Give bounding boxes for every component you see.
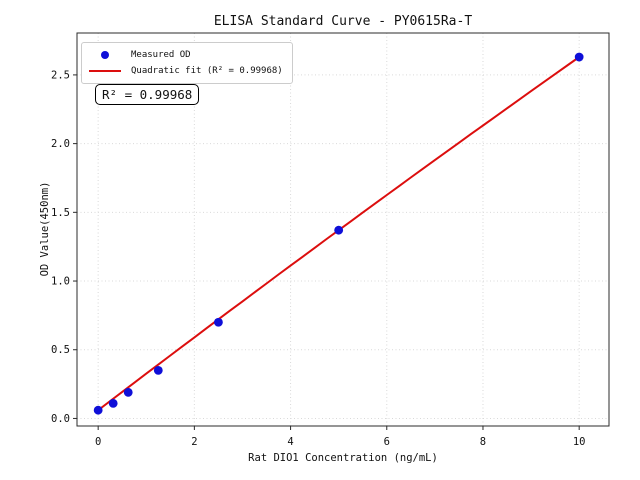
data-point: [93, 405, 103, 415]
data-point: [153, 365, 163, 375]
x-tick-label: 6: [384, 436, 390, 448]
x-tick-label: 2: [191, 436, 197, 448]
legend: Measured OD Quadratic fit (R² = 0.99968): [81, 42, 293, 84]
legend-marker-area: [88, 70, 122, 72]
data-point: [334, 225, 344, 235]
data-point: [123, 387, 133, 397]
chart-title: ELISA Standard Curve - PY0615Ra-T: [213, 14, 473, 29]
quadratic-fit-line-icon: [89, 70, 121, 72]
x-tick-label: 8: [480, 436, 486, 448]
y-tick-label: 0.5: [51, 344, 70, 356]
x-tick-label: 4: [287, 436, 293, 448]
r-squared-annotation: R² = 0.99968: [95, 84, 200, 105]
measured-od-marker-icon: [101, 51, 109, 59]
y-tick-label: 0.0: [51, 413, 70, 425]
legend-label-quadratic-fit: Quadratic fit (R² = 0.99968): [131, 66, 283, 76]
data-point: [214, 317, 223, 327]
plot-border: [76, 32, 610, 427]
legend-marker-area: [88, 51, 122, 59]
legend-entry-quadratic-fit: Quadratic fit (R² = 0.99968): [88, 63, 283, 79]
legend-label-measured-od: Measured OD: [131, 50, 191, 60]
x-axis-label: Rat DIO1 Concentration (ng/mL): [248, 452, 438, 464]
y-tick-label: 2.5: [51, 69, 70, 81]
x-tick-label: 0: [95, 436, 101, 448]
legend-entry-measured-od: Measured OD: [88, 47, 283, 63]
y-axis-label: OD Value(450nm): [39, 181, 51, 277]
data-point: [574, 52, 584, 62]
y-tick-label: 1.5: [51, 207, 70, 219]
data-point: [108, 398, 118, 408]
x-tick-label: 10: [573, 436, 586, 448]
y-tick-label: 2.0: [51, 138, 70, 150]
y-tick-label: 1.0: [51, 276, 70, 288]
